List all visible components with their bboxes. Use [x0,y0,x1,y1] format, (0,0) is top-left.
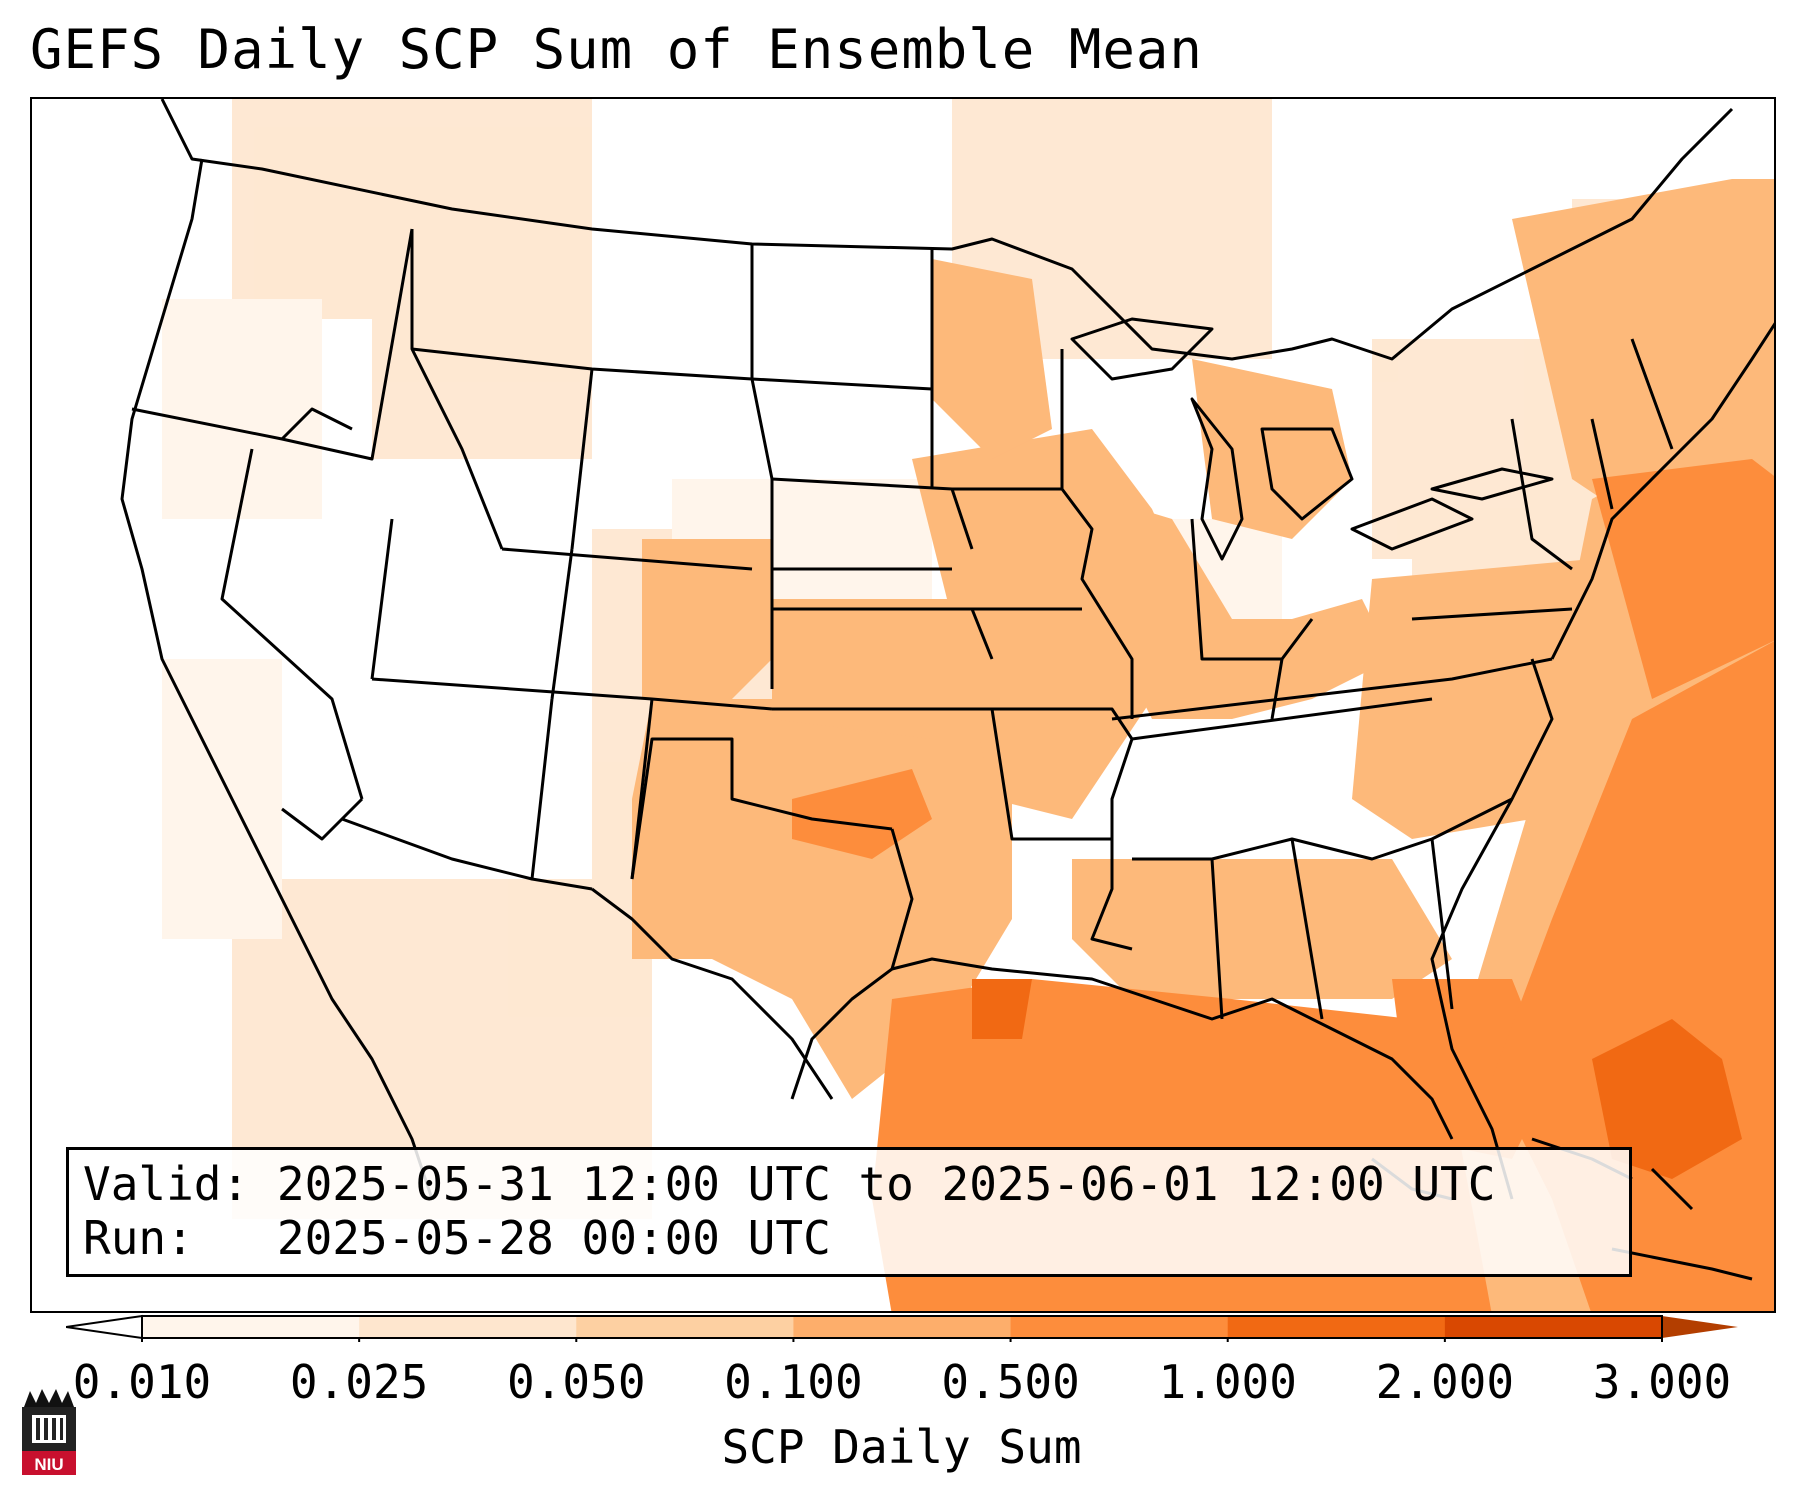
colorbar-segment [793,1316,1012,1338]
colorbar-tick-label: 3.000 [1592,1355,1732,1409]
colorbar-tick-label: 0.100 [724,1355,863,1409]
valid-label: Valid: [83,1157,250,1211]
colorbar-tick-label: 0.010 [72,1355,212,1409]
colorbar-tick-label: 2.000 [1375,1355,1515,1409]
map-panel [30,97,1776,1313]
colorbar-label: SCP Daily Sum [721,1420,1082,1474]
colorbar-segment [1227,1316,1446,1338]
colorbar-outline [141,1315,1663,1339]
logo-text: NIU [34,1455,63,1474]
colorbar-segment [1444,1316,1663,1338]
valid-value: 2025-05-31 12:00 UTC to 2025-06-01 12:00… [276,1157,1496,1211]
niu-logo: NIU [22,1389,76,1475]
colorbar-tick-label: 0.500 [941,1355,1080,1409]
scp-map [32,99,1774,1311]
run-value: 2025-05-28 00:00 UTC [276,1211,831,1265]
colorbar [66,1314,1738,1342]
colorbar-segment [359,1316,577,1338]
colorbar-tick-label: 0.025 [289,1355,429,1409]
colorbar-segment [576,1316,794,1338]
colorbar-tick-label: 0.050 [507,1355,646,1409]
boundaries [120,99,1774,1281]
run-label: Run: [83,1211,194,1265]
shading-deepest [972,979,1742,1179]
colorbar-tick-label: 1.000 [1158,1355,1297,1409]
validity-info-box: Valid: 2025-05-31 12:00 UTC to 2025-06-0… [66,1147,1632,1277]
colorbar-segment [142,1316,360,1338]
colorbar-extend-low [66,1314,143,1340]
colorbar-segment [1010,1316,1229,1338]
figure-title: GEFS Daily SCP Sum of Ensemble Mean [30,18,1203,81]
colorbar-extend-high [1662,1316,1738,1338]
